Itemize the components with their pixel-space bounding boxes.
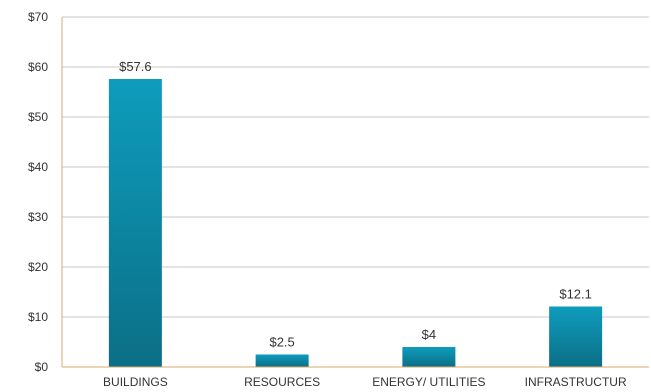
y-tick-label: $50 — [28, 110, 48, 124]
y-axis-tick-labels: $0 $10 $20 $30 $40 $50 $60 $70 — [28, 10, 48, 374]
y-tick-label: $40 — [28, 160, 48, 174]
bar-buildings — [108, 79, 162, 367]
y-tick-label: $60 — [28, 60, 48, 74]
data-label: $57.6 — [119, 59, 152, 74]
data-label: $4 — [422, 327, 436, 342]
y-tick-label: $20 — [28, 260, 48, 274]
y-tick-label: $70 — [28, 10, 48, 24]
bars — [108, 79, 603, 367]
data-label: $2.5 — [269, 335, 294, 350]
bar-infrastructur — [549, 306, 603, 367]
x-tick-label: ENERGY/ UTILITIES — [372, 375, 485, 389]
bar-energy-utilities — [402, 347, 456, 367]
y-tick-label: $10 — [28, 310, 48, 324]
x-tick-label: INFRASTRUCTUR — [525, 375, 627, 389]
y-tick-label: $0 — [35, 360, 49, 374]
data-label: $12.1 — [559, 287, 592, 302]
bar-resources — [255, 354, 309, 367]
x-tick-label: RESOURCES — [244, 375, 320, 389]
x-axis-category-labels: BUILDINGS RESOURCES ENERGY/ UTILITIES INFRA… — [103, 375, 627, 389]
y-tick-label: $30 — [28, 210, 48, 224]
data-labels: $57.6 $2.5 $4 $12.1 — [119, 59, 592, 350]
x-tick-label: BUILDINGS — [103, 375, 168, 389]
